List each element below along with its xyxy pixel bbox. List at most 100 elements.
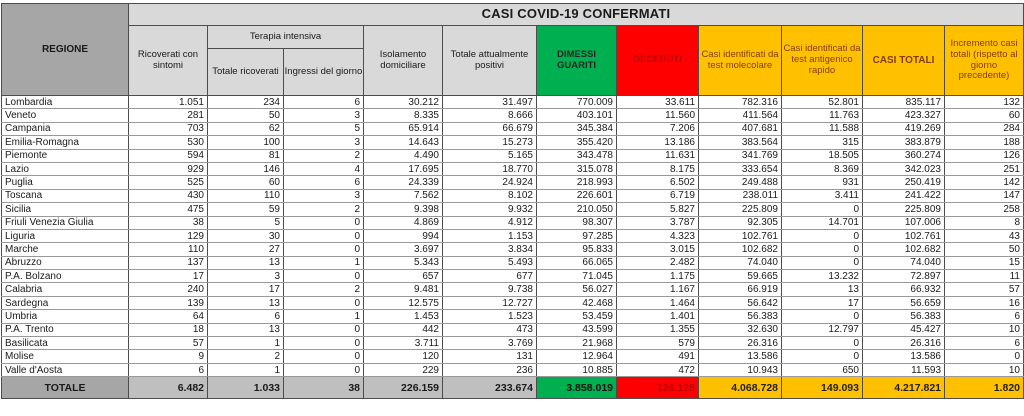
table-row: Lazio 929 146 4 17.695 18.770 315.078 8.175 333.… (1, 161, 1024, 177)
value-cell: 42.468 (536, 295, 617, 311)
value-cell: 2.482 (616, 255, 699, 271)
value-cell: 59 (207, 202, 284, 217)
value-cell: 284 (944, 121, 1024, 137)
value-cell: 15.273 (442, 135, 537, 150)
value-cell: 0 (781, 255, 863, 271)
value-cell: 9 (128, 349, 208, 364)
value-cell: 17 (207, 282, 284, 297)
value-cell: 8.102 (442, 188, 537, 204)
value-cell: 258 (944, 202, 1024, 217)
value-cell: 3 (283, 188, 364, 204)
region-name: Valle d'Aosta (1, 362, 129, 378)
value-cell: 430 (128, 188, 208, 204)
table-row: Campania 703 62 5 65.914 66.679 345.384 7.206 40… (1, 121, 1024, 137)
value-cell: 5.493 (442, 255, 537, 271)
table-row: P.A. Bolzano 17 3 0 657 677 71.045 1.175 59.665 1… (1, 269, 1024, 284)
value-cell: 120 (363, 349, 443, 364)
region-name: Calabria (1, 282, 129, 297)
value-cell: 0 (283, 349, 364, 364)
header-incremento-casi-totali: Incremento casi totali (rispetto al gior… (944, 25, 1024, 96)
value-cell: 38 (128, 215, 208, 230)
table-row: Sardegna 139 13 0 12.575 12.727 42.468 1.464 56.… (1, 295, 1024, 311)
value-cell: 9.481 (363, 282, 443, 297)
value-cell: 12.575 (363, 295, 443, 311)
value-cell: 210.050 (536, 202, 617, 217)
value-cell: 17 (128, 269, 208, 284)
value-cell: 251 (944, 161, 1024, 177)
value-cell: 146 (207, 161, 284, 177)
table-row: Veneto 281 50 3 8.335 8.666 403.101 11.560 411.5… (1, 108, 1024, 123)
header-regione: REGIONE (1, 3, 129, 96)
value-cell: 0 (781, 228, 863, 244)
totale-test-molecolare: 4.068.728 (698, 376, 782, 400)
value-cell: 2 (283, 148, 364, 163)
value-cell: 56.383 (698, 309, 782, 324)
value-cell: 240 (128, 282, 208, 297)
value-cell: 994 (363, 228, 443, 244)
value-cell: 56.383 (862, 309, 945, 324)
value-cell: 2 (283, 282, 364, 297)
value-cell: 525 (128, 175, 208, 190)
value-cell: 6 (944, 309, 1024, 324)
value-cell: 835.117 (862, 94, 945, 110)
value-cell: 13.232 (781, 269, 863, 284)
table-body: Lombardia 1.051 234 6 30.212 31.497 770.009 33.… (1, 94, 1024, 378)
value-cell: 0 (283, 362, 364, 378)
region-name: Sardegna (1, 295, 129, 311)
value-cell: 137 (128, 255, 208, 271)
value-cell: 579 (616, 336, 699, 351)
region-name: Umbria (1, 309, 129, 324)
value-cell: 343.478 (536, 148, 617, 163)
value-cell: 234 (207, 94, 284, 110)
value-cell: 6 (283, 175, 364, 190)
value-cell: 4.869 (363, 215, 443, 230)
table-row: Molise 9 2 0 120 131 12.964 491 13.586 0 13.586 0 (1, 349, 1024, 364)
region-name: Marche (1, 242, 129, 257)
value-cell: 8.666 (442, 108, 537, 123)
header-casi-test-molecolare: Casi identificati da test molecolare (698, 25, 782, 96)
table-row: Marche 110 27 0 3.697 3.834 95.833 3.015 102.682… (1, 242, 1024, 257)
value-cell: 56.642 (698, 295, 782, 311)
header-isolamento-domiciliare: Isolamento domiciliare (363, 25, 443, 96)
value-cell: 18 (128, 322, 208, 338)
value-cell: 0 (283, 242, 364, 257)
region-name: Basilicata (1, 336, 129, 351)
value-cell: 0 (283, 336, 364, 351)
value-cell: 491 (616, 349, 699, 364)
value-cell: 782.316 (698, 94, 782, 110)
value-cell: 3 (207, 269, 284, 284)
value-cell: 11.560 (616, 108, 699, 123)
value-cell: 4.323 (616, 228, 699, 244)
value-cell: 315 (781, 135, 863, 150)
value-cell: 24.339 (363, 175, 443, 190)
table-row: Emilia-Romagna 530 100 3 14.643 15.273 355.420… (1, 135, 1024, 150)
value-cell: 2 (283, 202, 364, 217)
value-cell: 74.040 (698, 255, 782, 271)
value-cell: 31.497 (442, 94, 537, 110)
value-cell: 407.681 (698, 121, 782, 137)
value-cell: 17 (781, 295, 863, 311)
table-row: Sicilia 475 59 2 9.398 9.932 210.050 5.827 225.8… (1, 202, 1024, 217)
value-cell: 100 (207, 135, 284, 150)
value-cell: 1.051 (128, 94, 208, 110)
value-cell: 13.586 (698, 349, 782, 364)
value-cell: 0 (283, 215, 364, 230)
value-cell: 13 (207, 322, 284, 338)
table-row: Umbria 64 6 1 1.453 1.523 53.459 1.401 56.383 0 56… (1, 309, 1024, 324)
region-name: Puglia (1, 175, 129, 190)
value-cell: 147 (944, 188, 1024, 204)
value-cell: 6.719 (616, 188, 699, 204)
region-name: Lombardia (1, 94, 129, 110)
value-cell: 3.834 (442, 242, 537, 257)
value-cell: 6 (128, 362, 208, 378)
value-cell: 24.924 (442, 175, 537, 190)
value-cell: 315.078 (536, 161, 617, 177)
region-name: Campania (1, 121, 129, 137)
value-cell: 45.427 (862, 322, 945, 338)
header-totale-ricoverati: Totale ricoverati (207, 48, 284, 96)
value-cell: 677 (442, 269, 537, 284)
value-cell: 3.769 (442, 336, 537, 351)
value-cell: 43 (944, 228, 1024, 244)
value-cell: 5.165 (442, 148, 537, 163)
value-cell: 6.502 (616, 175, 699, 190)
